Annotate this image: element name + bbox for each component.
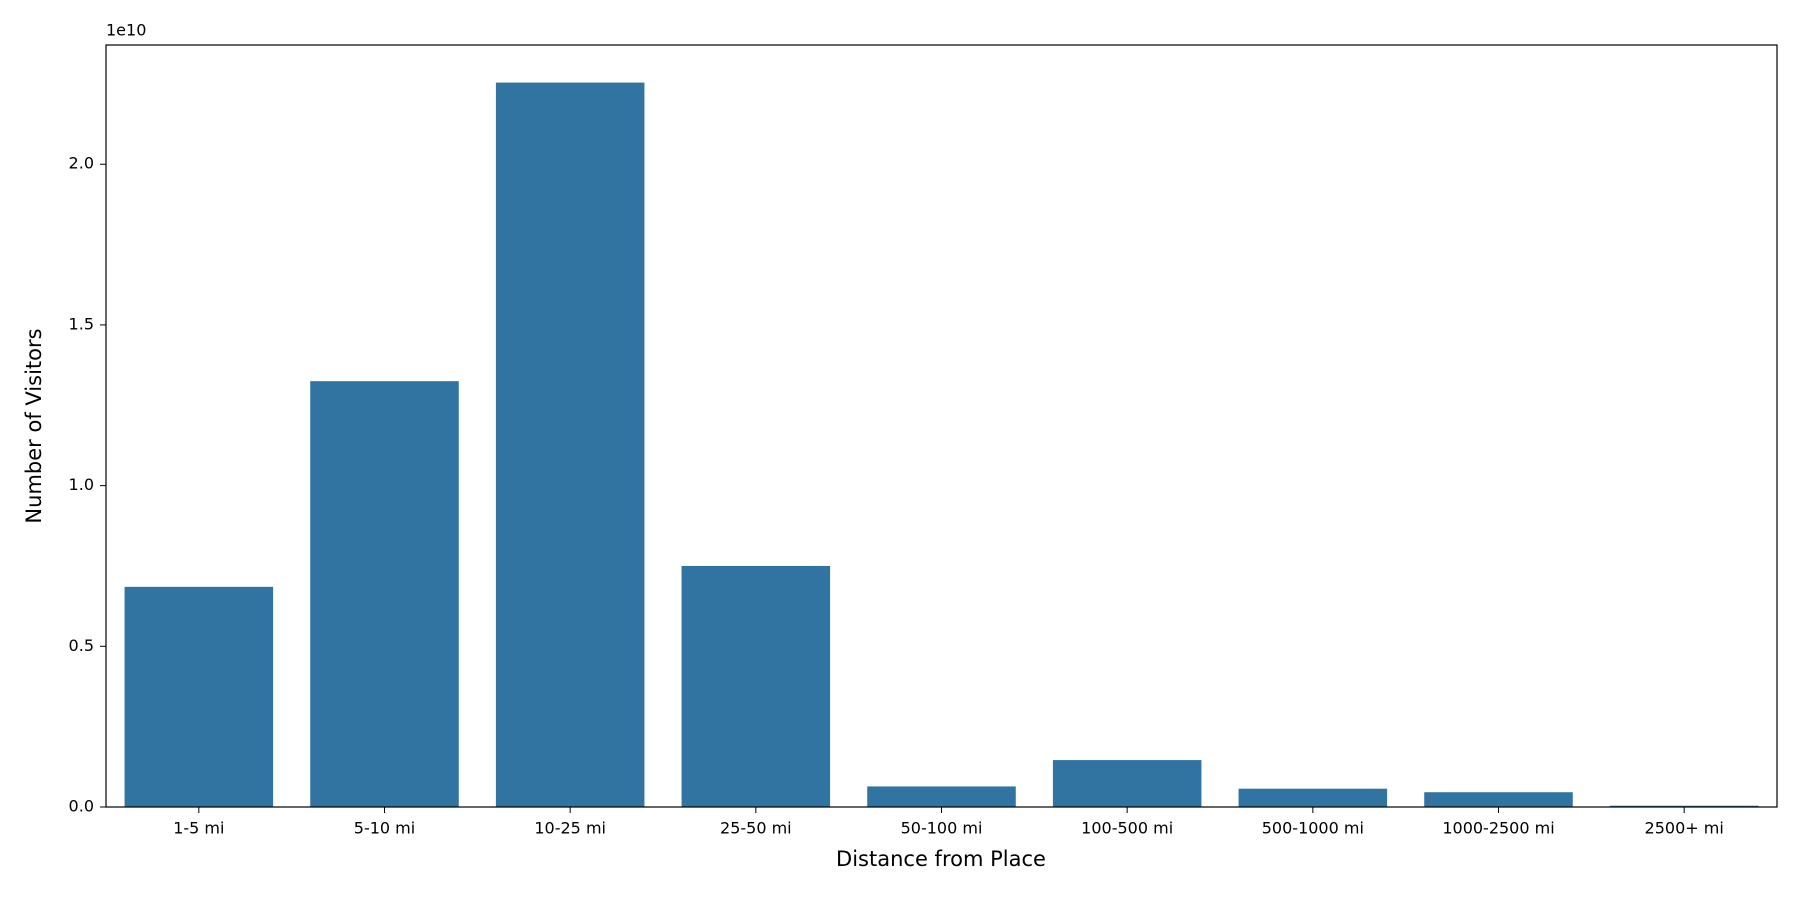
y-axis-title: Number of Visitors bbox=[22, 328, 46, 523]
bar bbox=[124, 586, 274, 807]
bar bbox=[867, 786, 1016, 807]
bar bbox=[1424, 792, 1573, 807]
bar bbox=[1609, 805, 1759, 807]
y-tick-label: 0.5 bbox=[69, 636, 94, 655]
bar bbox=[681, 565, 831, 807]
x-tick-label: 5-10 mi bbox=[354, 819, 415, 838]
x-tick-label: 100-500 mi bbox=[1081, 819, 1173, 838]
bar bbox=[310, 381, 459, 807]
x-tick-label: 1000-2500 mi bbox=[1442, 819, 1554, 838]
plot-frame bbox=[105, 44, 1778, 808]
y-tick-label: 1.5 bbox=[69, 314, 94, 333]
y-offset-label: 1e10 bbox=[106, 21, 146, 40]
x-tick-label: 1-5 mi bbox=[173, 819, 224, 838]
bar bbox=[1238, 788, 1388, 807]
x-tick-label: 10-25 mi bbox=[534, 819, 606, 838]
x-tick-label: 2500+ mi bbox=[1645, 819, 1724, 838]
x-tick-label: 500-1000 mi bbox=[1262, 819, 1364, 838]
y-tick-label: 0.0 bbox=[69, 797, 94, 816]
y-tick-label: 2.0 bbox=[69, 154, 94, 173]
x-tick-label: 50-100 mi bbox=[901, 819, 983, 838]
y-tick-label: 1.0 bbox=[69, 475, 94, 494]
x-tick-label: 25-50 mi bbox=[720, 819, 792, 838]
bar bbox=[495, 82, 645, 807]
x-axis-title: Distance from Place bbox=[836, 847, 1046, 871]
bar bbox=[1052, 760, 1202, 807]
